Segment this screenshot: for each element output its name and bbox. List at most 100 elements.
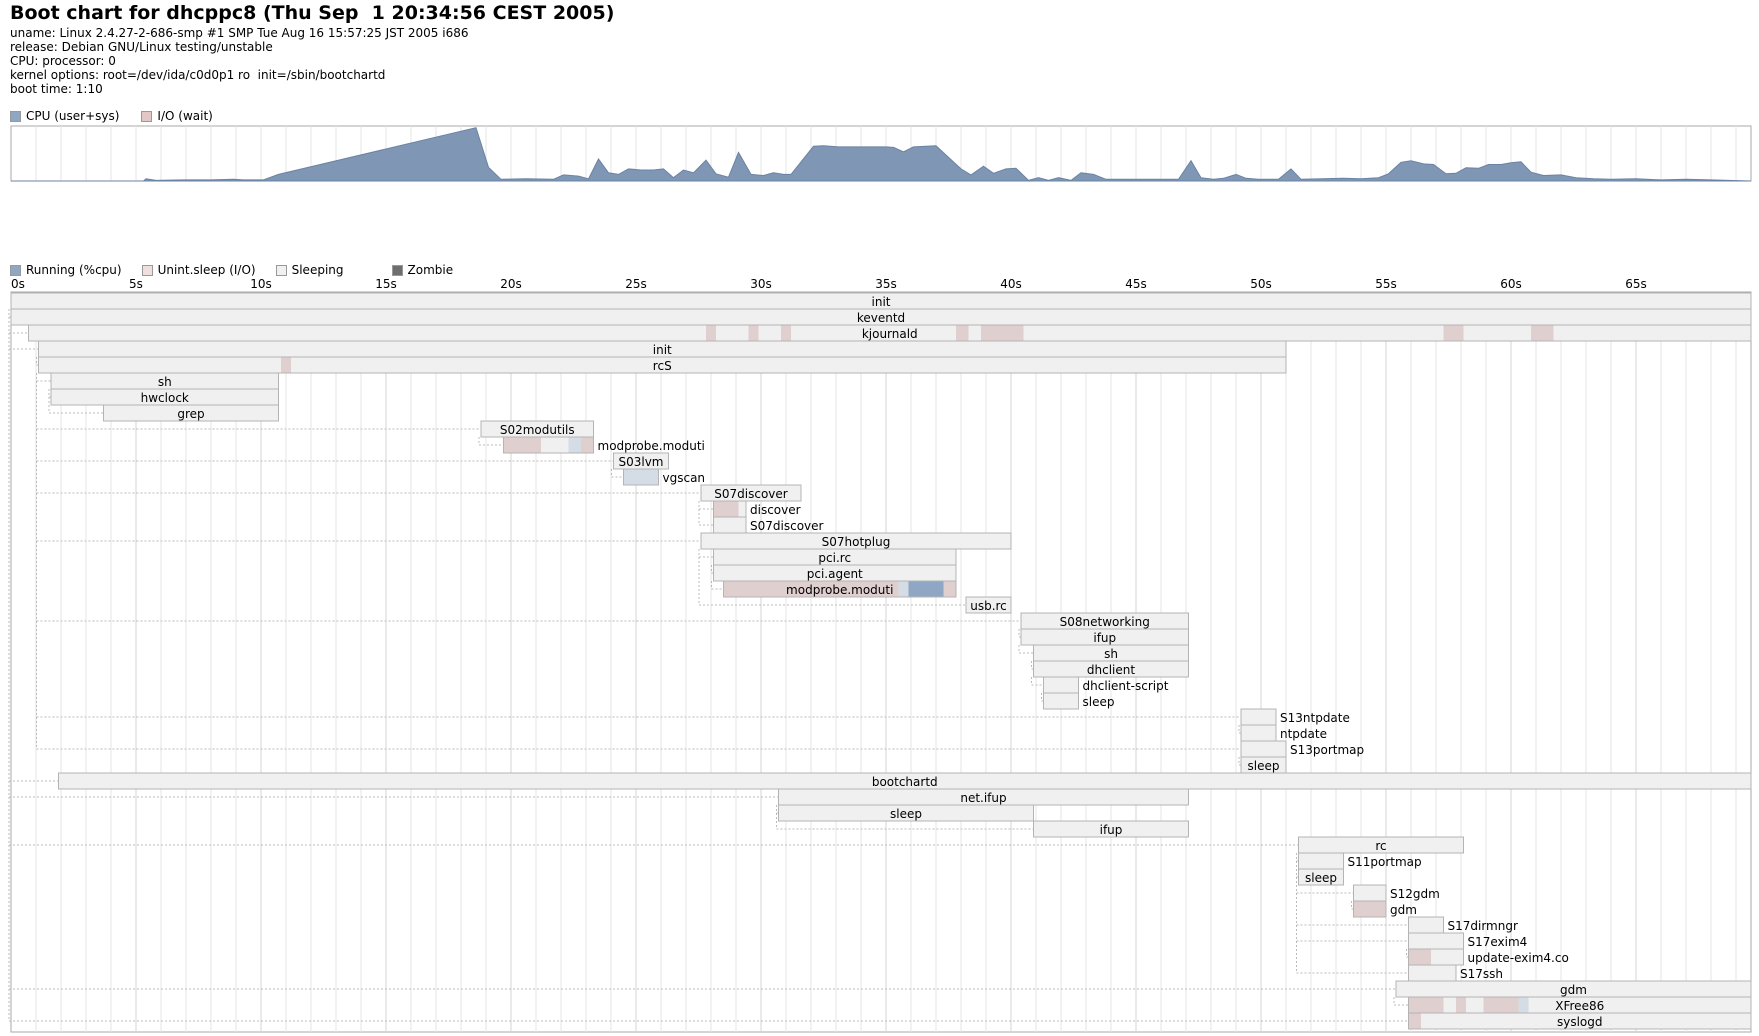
process-parent-connector [698, 501, 714, 526]
process-bar-border [623, 468, 659, 486]
process-name-label: pci.agent [807, 567, 863, 581]
process-state-io [956, 325, 969, 341]
process-bar-fill [1033, 645, 1189, 661]
process-bar-border [38, 356, 1287, 374]
process-state-io [943, 581, 956, 597]
process-name-label: bootchartd [872, 775, 938, 789]
sleeping-legend-swatch [275, 264, 287, 276]
process-state-io [981, 325, 1024, 341]
process-state-io [1408, 997, 1444, 1013]
process-bar-border [1408, 1012, 1752, 1030]
process-state-io [503, 437, 541, 453]
process-state-io [781, 325, 791, 341]
process-name-label: S08networking [1060, 615, 1150, 629]
process-bar-fill [1396, 981, 1751, 997]
unint-sleep-legend-swatch [141, 264, 153, 276]
process-bar-fill [51, 373, 279, 389]
process-name-label: S07discover [714, 487, 788, 501]
process-parent-connector [1393, 997, 1409, 1006]
process-bar-syslogd: syslogd [1408, 1012, 1752, 1030]
release-line: release: Debian GNU/Linux testing/unstab… [10, 40, 273, 54]
process-parent-connector [611, 469, 624, 478]
process-bar-border [1298, 836, 1464, 854]
process-bar-fill [778, 789, 1189, 805]
process-bar-dhclient: dhclient [1033, 660, 1189, 678]
time-tick-label: 5s [129, 277, 143, 291]
process-bar-sleep: sleep [778, 804, 1034, 822]
process-state-io [748, 325, 759, 341]
process-name-label: sleep [1248, 759, 1280, 773]
zombie-legend-swatch [391, 264, 403, 276]
process-bar-S07discover: S07discover [700, 484, 802, 502]
io-legend-label: I/O (wait) [157, 109, 213, 123]
process-bar-XFree86: XFree86 [1408, 996, 1752, 1014]
process-parent-connector [1406, 949, 1409, 958]
process-name-label: gdm [1390, 903, 1417, 917]
process-bar-border [1353, 900, 1387, 918]
running-legend-swatch [10, 264, 21, 276]
process-name-label: kjournald [862, 327, 918, 341]
process-name-label: sleep [890, 807, 922, 821]
process-bar-fill [1298, 837, 1464, 853]
process-bar-S13ntpdate: S13ntpdate [1240, 708, 1350, 726]
process-bar-grep: grep [103, 404, 279, 422]
time-tick-label: 65s [1625, 277, 1647, 291]
process-bar-sleep: sleep [1298, 868, 1344, 886]
process-name-label: sh [158, 375, 172, 389]
process-bar-border [1033, 820, 1189, 838]
process-state-run_light [1518, 997, 1529, 1013]
process-bar-dhclient-script: dhclient-script [1043, 676, 1169, 694]
process-name-label: syslogd [1557, 1015, 1603, 1029]
process-bar-rc: rc [1298, 836, 1464, 854]
process-name-label: discover [750, 503, 801, 517]
process-parent-connector [1018, 629, 1021, 638]
running-legend-label: Running (%cpu) [26, 263, 122, 277]
time-tick-label: 60s [1500, 277, 1522, 291]
process-name-label: ifup [1100, 823, 1123, 837]
process-name-label: init [872, 295, 891, 309]
process-name-label: S17ssh [1460, 967, 1503, 981]
process-state-io [1443, 325, 1464, 341]
process-bar-fill [713, 565, 956, 581]
process-state-io [723, 581, 899, 597]
process-state-io [281, 357, 291, 373]
process-parent-connector [1238, 725, 1241, 734]
process-state-io [581, 437, 594, 453]
page-title: Boot chart for dhcppc8 (Thu Sep 1 20:34:… [10, 2, 615, 24]
process-bar-discover: discover [713, 500, 801, 518]
process-bar-fill [1298, 869, 1344, 885]
cpu-legend-label: CPU (user+sys) [26, 109, 120, 123]
process-state-run [921, 581, 944, 597]
time-tick-label: 10s [250, 277, 272, 291]
process-parent-connector [36, 357, 39, 366]
process-bar-border [103, 404, 279, 422]
process-parent-connector [478, 437, 504, 446]
process-parent-connector [1018, 645, 1034, 654]
process-name-label: modprobe.moduti [786, 583, 893, 597]
process-parent-connector [48, 389, 104, 414]
process-bar-fill [713, 517, 746, 533]
process-bar-fill [1408, 965, 1456, 981]
time-tick-label: 55s [1375, 277, 1397, 291]
process-bar-vgscan: vgscan [623, 468, 705, 486]
process-bar-fill [58, 773, 1751, 789]
process-bar-modprobe.moduti: modprobe.moduti [503, 436, 705, 454]
process-bar-fill [103, 405, 279, 421]
process-bar-border [1298, 868, 1344, 886]
cpu-line: CPU: processor: 0 [10, 54, 116, 68]
process-bar-rcS: rcS [38, 356, 1287, 374]
process-bar-fill [1408, 1013, 1751, 1029]
process-parent-connector [711, 581, 724, 590]
process-parent-connector [1041, 693, 1044, 702]
process-name-label: S17dirmngr [1448, 919, 1518, 933]
process-name-label: S03lvm [618, 455, 663, 469]
process-parent-connector [36, 373, 1241, 750]
process-name-label: dhclient-script [1083, 679, 1169, 693]
time-tick-label: 25s [625, 277, 647, 291]
process-parent-connector [776, 805, 1034, 830]
time-tick-label: 40s [1000, 277, 1022, 291]
process-bar-border [700, 484, 802, 502]
process-bar-fill [778, 805, 1034, 821]
process-state-run_light [638, 469, 659, 485]
